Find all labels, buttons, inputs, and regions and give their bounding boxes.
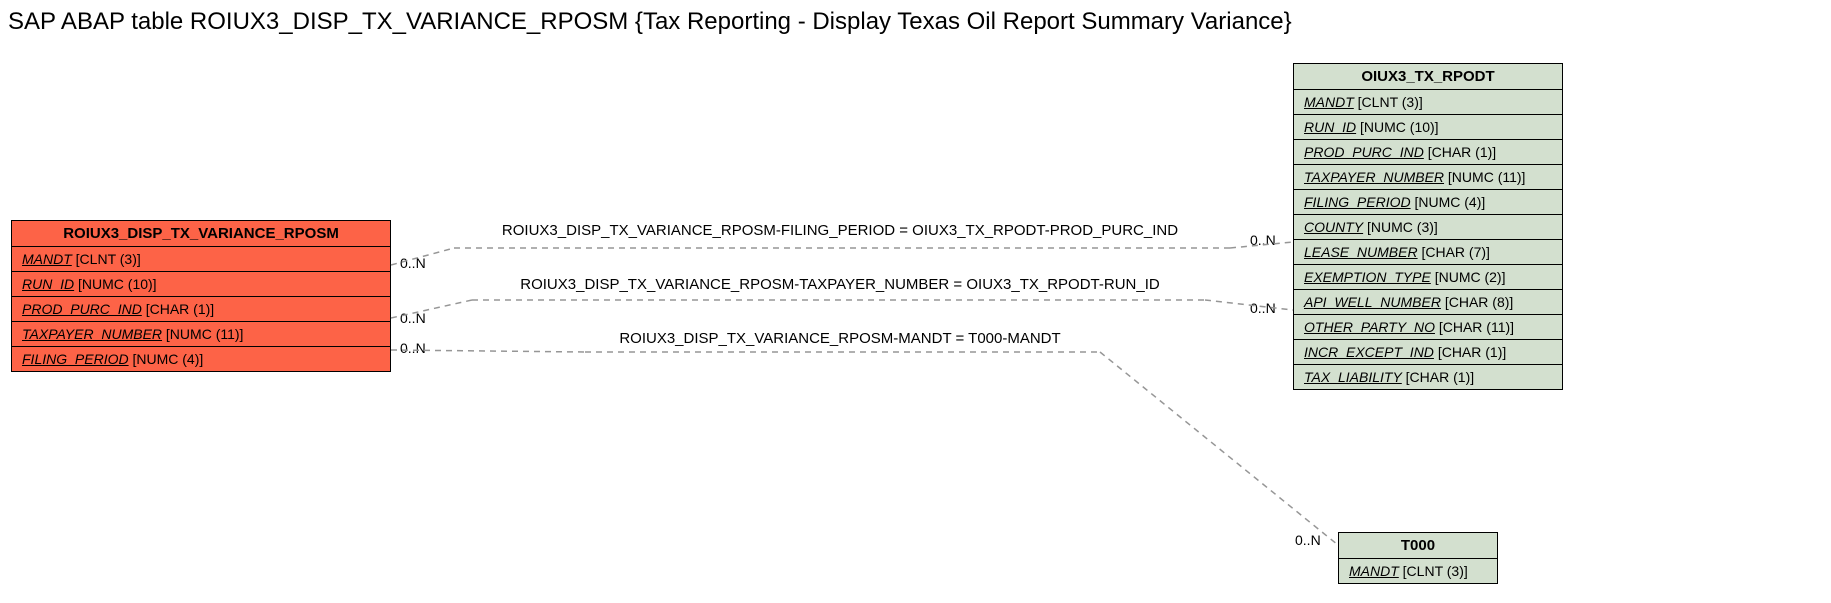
entity-rpodt-row: LEASE_NUMBER [CHAR (7)] [1294,240,1562,265]
entity-rpodt-row: RUN_ID [NUMC (10)] [1294,115,1562,140]
entity-rpodt-row: COUNTY [NUMC (3)] [1294,215,1562,240]
edge-label-3: ROIUX3_DISP_TX_VARIANCE_RPOSM-MANDT = T0… [450,330,1230,347]
edge-label-1: ROIUX3_DISP_TX_VARIANCE_RPOSM-FILING_PER… [450,222,1230,239]
entity-rpodt-row: TAX_LIABILITY [CHAR (1)] [1294,365,1562,389]
entity-rpodt-header: OIUX3_TX_RPODT [1294,64,1562,90]
entity-main-row: FILING_PERIOD [NUMC (4)] [12,347,390,371]
entity-rpodt-row: API_WELL_NUMBER [CHAR (8)] [1294,290,1562,315]
card-right-2: 0..N [1250,300,1276,316]
entity-main-row: RUN_ID [NUMC (10)] [12,272,390,297]
entity-main-row: TAXPAYER_NUMBER [NUMC (11)] [12,322,390,347]
entity-rpodt-row: EXEMPTION_TYPE [NUMC (2)] [1294,265,1562,290]
card-left-3: 0..N [400,340,426,356]
card-right-1: 0..N [1250,232,1276,248]
entity-rpodt: OIUX3_TX_RPODT MANDT [CLNT (3)] RUN_ID [… [1293,63,1563,390]
entity-main-header: ROIUX3_DISP_TX_VARIANCE_RPOSM [12,221,390,247]
entity-main-row: PROD_PURC_IND [CHAR (1)] [12,297,390,322]
entity-rpodt-row: MANDT [CLNT (3)] [1294,90,1562,115]
entity-main-row: MANDT [CLNT (3)] [12,247,390,272]
edge-label-2: ROIUX3_DISP_TX_VARIANCE_RPOSM-TAXPAYER_N… [450,276,1230,293]
entity-rpodt-row: FILING_PERIOD [NUMC (4)] [1294,190,1562,215]
entity-t000: T000 MANDT [CLNT (3)] [1338,532,1498,584]
page-title: SAP ABAP table ROIUX3_DISP_TX_VARIANCE_R… [8,8,1292,36]
entity-rpodt-row: TAXPAYER_NUMBER [NUMC (11)] [1294,165,1562,190]
entity-rpodt-row: INCR_EXCEPT_IND [CHAR (1)] [1294,340,1562,365]
card-right-3: 0..N [1295,532,1321,548]
entity-main: ROIUX3_DISP_TX_VARIANCE_RPOSM MANDT [CLN… [11,220,391,372]
entity-t000-header: T000 [1339,533,1497,559]
entity-rpodt-row: PROD_PURC_IND [CHAR (1)] [1294,140,1562,165]
card-left-2: 0..N [400,310,426,326]
card-left-1: 0..N [400,255,426,271]
entity-t000-row: MANDT [CLNT (3)] [1339,559,1497,583]
entity-rpodt-row: OTHER_PARTY_NO [CHAR (11)] [1294,315,1562,340]
